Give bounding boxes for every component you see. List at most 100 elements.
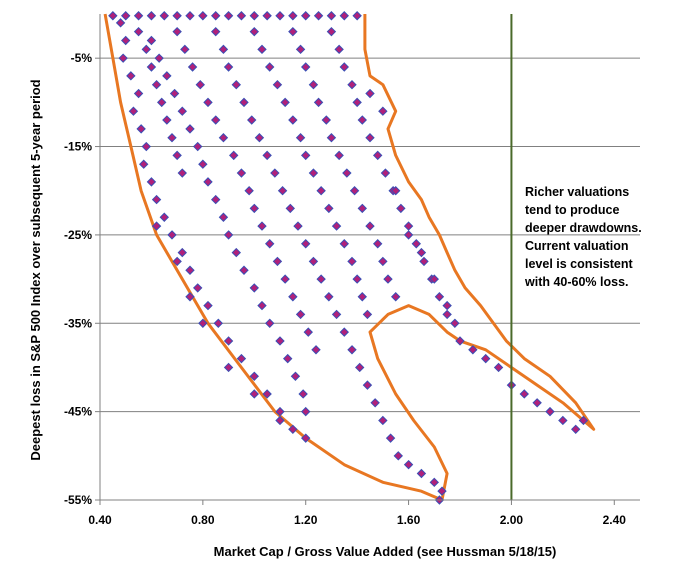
data-point <box>362 309 373 320</box>
data-point <box>151 221 162 231</box>
data-point <box>324 292 334 302</box>
data-point <box>362 380 373 390</box>
data-point <box>349 186 360 196</box>
data-point <box>249 11 259 21</box>
data-point <box>275 336 285 346</box>
annotation-text: Richer valuations tend to produce deeper… <box>524 185 645 289</box>
data-point <box>257 44 267 55</box>
data-point <box>275 406 285 417</box>
data-point <box>558 415 568 426</box>
data-point <box>403 221 414 231</box>
data-point <box>223 336 234 346</box>
data-point <box>167 230 177 240</box>
data-point <box>380 168 391 178</box>
data-point <box>313 97 324 108</box>
data-point <box>231 247 241 258</box>
data-point <box>249 283 259 293</box>
data-point <box>342 168 352 178</box>
data-point <box>352 11 362 21</box>
data-point <box>326 11 337 21</box>
data-point <box>169 88 180 99</box>
data-point <box>288 424 298 435</box>
data-point <box>146 177 157 187</box>
data-point <box>270 168 280 178</box>
data-point <box>262 389 272 399</box>
data-point <box>198 159 208 169</box>
data-point <box>571 424 581 435</box>
x-tick-labels: 0.40 0.80 1.20 1.60 2.00 2.40 <box>88 513 626 527</box>
data-point <box>519 389 529 399</box>
data-point <box>339 327 349 337</box>
data-point <box>203 300 213 311</box>
data-point <box>223 62 234 72</box>
data-point <box>247 115 257 125</box>
data-point <box>334 150 344 161</box>
data-point <box>393 451 403 461</box>
data-points <box>108 11 589 505</box>
data-point <box>434 292 445 302</box>
data-point <box>211 26 221 37</box>
data-point <box>229 150 239 161</box>
y-axis-title: Deepest loss in S&P 500 Index over subse… <box>28 79 43 460</box>
data-point <box>121 11 131 21</box>
data-point <box>213 318 223 328</box>
data-point <box>198 318 208 328</box>
data-point <box>272 256 283 267</box>
data-point <box>357 203 367 214</box>
data-point <box>139 159 149 169</box>
data-point <box>223 362 234 373</box>
y-tick-label: -15% <box>64 140 92 154</box>
data-point <box>429 274 439 284</box>
data-point <box>365 88 375 99</box>
data-point <box>339 239 349 249</box>
data-point <box>203 97 213 108</box>
data-point <box>468 345 478 355</box>
data-point <box>211 11 221 21</box>
data-point <box>411 239 421 249</box>
data-point <box>121 35 131 46</box>
data-point <box>141 141 151 152</box>
data-point <box>290 371 301 381</box>
data-point <box>308 168 319 178</box>
x-tick-label: 1.20 <box>294 513 318 527</box>
data-point <box>223 230 234 240</box>
data-point <box>357 115 367 125</box>
data-point <box>236 11 247 21</box>
data-point <box>249 26 259 37</box>
data-point <box>218 212 229 222</box>
annotation-line: Richer valuations <box>525 185 629 199</box>
data-point <box>218 133 229 143</box>
data-point <box>331 309 342 320</box>
data-point <box>275 415 285 426</box>
data-point <box>455 336 465 346</box>
data-point <box>118 53 128 63</box>
data-point <box>133 88 144 99</box>
data-point <box>334 44 344 55</box>
data-point <box>429 477 439 488</box>
data-point <box>265 239 275 249</box>
data-point <box>254 133 265 143</box>
data-point <box>293 221 303 231</box>
data-point <box>437 486 447 496</box>
data-point <box>211 115 221 125</box>
data-point <box>167 133 177 143</box>
y-tick-label: -5% <box>71 51 93 65</box>
y-tick-label: -55% <box>64 493 92 507</box>
data-point <box>545 406 555 417</box>
data-point <box>277 186 288 196</box>
data-point <box>391 186 401 196</box>
data-point <box>177 247 187 258</box>
data-point <box>257 221 267 231</box>
data-point <box>339 11 349 21</box>
data-point <box>249 371 259 381</box>
data-point <box>236 168 247 178</box>
data-point <box>301 150 311 161</box>
data-point <box>326 26 337 37</box>
data-point <box>532 398 542 408</box>
annotation-line: deeper drawdowns. <box>525 221 642 235</box>
data-point <box>185 265 195 275</box>
annotation-line: Current valuation <box>525 239 629 253</box>
data-point <box>172 26 182 37</box>
data-point <box>442 309 452 320</box>
